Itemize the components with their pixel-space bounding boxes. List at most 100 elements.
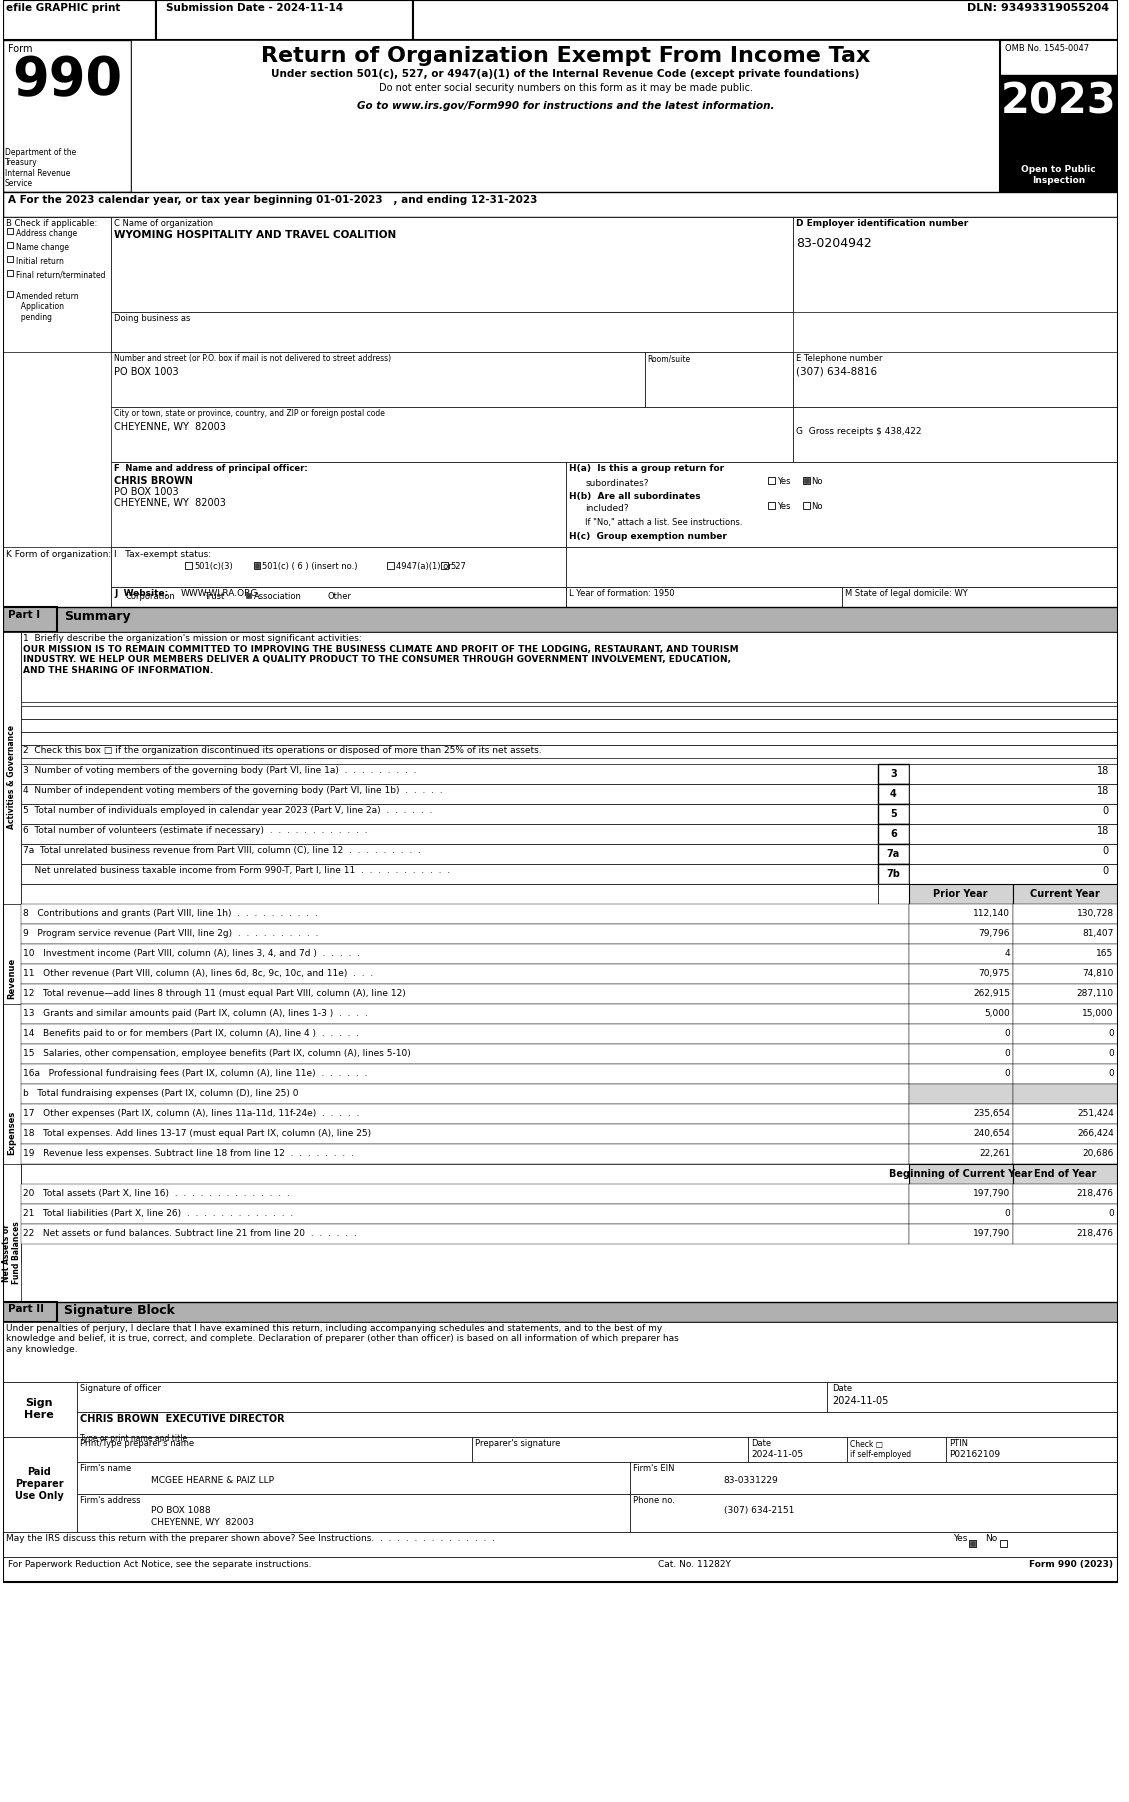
Text: 501(c)(3): 501(c)(3) [194,562,233,571]
Text: Beginning of Current Year: Beginning of Current Year [889,1169,1032,1179]
Text: Revenue: Revenue [7,957,16,998]
Text: Form 990 (2023): Form 990 (2023) [1029,1561,1113,1570]
Text: 501(c) ( 6 ) (insert no.): 501(c) ( 6 ) (insert no.) [262,562,358,571]
Bar [1013,1024,1118,1043]
Text: City or town, state or province, country, and ZIP or foreign postal code: City or town, state or province, country… [114,409,385,418]
Text: 6: 6 [890,829,896,840]
Bar [1013,964,1118,984]
Text: 83-0331229: 83-0331229 [724,1476,778,1485]
Bar [1013,1063,1118,1085]
Text: Sign
Here: Sign Here [25,1398,54,1420]
Bar [909,944,1013,964]
Bar [768,478,774,485]
Bar [803,478,809,485]
Text: CHEYENNE, WY  82003: CHEYENNE, WY 82003 [151,1517,254,1526]
Text: 0: 0 [1004,1209,1010,1218]
Bar [112,461,566,548]
Bar [112,587,566,607]
Bar [909,1063,1013,1085]
Text: No: No [812,478,823,487]
Text: Under section 501(c), 527, or 4947(a)(1) of the Internal Revenue Code (except pr: Under section 501(c), 527, or 4947(a)(1)… [271,68,860,79]
Bar [20,944,909,964]
Bar [1013,1085,1118,1105]
Bar [77,1494,630,1532]
Bar [909,1124,1013,1144]
Text: 8   Contributions and grants (Part VIII, line 1h)  .  .  .  .  .  .  .  .  .  .: 8 Contributions and grants (Part VIII, l… [24,908,318,917]
Text: Firm's EIN: Firm's EIN [632,1463,674,1472]
Text: 5,000: 5,000 [984,1009,1010,1018]
Text: 20,686: 20,686 [1083,1150,1113,1159]
Text: 0: 0 [1108,1069,1113,1078]
Bar [112,216,793,312]
Text: 70,975: 70,975 [979,969,1010,978]
Text: Open to Public
Inspection: Open to Public Inspection [1021,166,1095,184]
Text: J  Website:: J Website: [114,589,168,598]
Bar [1013,944,1118,964]
Bar [1013,1144,1118,1164]
Text: Activities & Governance: Activities & Governance [7,724,16,829]
Bar [2,1532,1118,1557]
Bar [877,804,909,824]
Text: F  Name and address of principal officer:: F Name and address of principal officer: [114,463,308,472]
Bar [566,548,1118,587]
Bar [77,1382,828,1413]
Text: 0: 0 [1103,805,1109,816]
Text: WWW.WLRA.ORG: WWW.WLRA.ORG [181,589,257,598]
Bar [1013,924,1118,944]
Bar [909,1144,1013,1164]
Text: E Telephone number: E Telephone number [796,353,882,362]
Bar [156,0,412,40]
Text: Go to www.irs.gov/Form990 for instructions and the latest information.: Go to www.irs.gov/Form990 for instructio… [357,101,774,112]
Text: 3  Number of voting members of the governing body (Part VI, line 1a)  .  .  .  .: 3 Number of voting members of the govern… [24,766,417,775]
Text: 9   Program service revenue (Part VIII, line 2g)  .  .  .  .  .  .  .  .  .  .: 9 Program service revenue (Part VIII, li… [24,930,318,939]
Bar [877,863,909,885]
Text: Return of Organization Exempt From Income Tax: Return of Organization Exempt From Incom… [261,47,870,67]
Bar [387,562,394,569]
Bar [909,784,1118,804]
Bar [749,1436,847,1461]
Text: 1  Briefly describe the organization's mission or most significant activities:: 1 Briefly describe the organization's mi… [24,634,362,643]
Text: subordinates?: subordinates? [585,479,649,488]
Text: WYOMING HOSPITALITY AND TRAVEL COALITION: WYOMING HOSPITALITY AND TRAVEL COALITION [114,231,396,240]
Bar [20,1024,909,1043]
Bar [20,1204,909,1224]
Bar [77,1436,472,1461]
Bar [1013,905,1118,924]
Bar [2,633,20,923]
Bar [20,1184,909,1204]
Text: H(b)  Are all subordinates: H(b) Are all subordinates [569,492,700,501]
Text: 18: 18 [1096,766,1109,777]
Text: 527: 527 [450,562,466,571]
Text: 262,915: 262,915 [973,989,1010,998]
Text: C Name of organization: C Name of organization [114,220,213,229]
Text: 12   Total revenue—add lines 8 through 11 (must equal Part VIII, column (A), lin: 12 Total revenue—add lines 8 through 11 … [24,989,406,998]
Bar [909,764,1118,784]
Text: Firm's name: Firm's name [80,1463,131,1472]
Bar [195,593,202,598]
Text: CHEYENNE, WY  82003: CHEYENNE, WY 82003 [114,422,226,432]
Text: 235,654: 235,654 [973,1108,1010,1117]
Text: 251,424: 251,424 [1077,1108,1113,1117]
Text: P02162109: P02162109 [948,1451,1000,1460]
Bar [116,593,123,598]
Text: if self-employed: if self-employed [850,1451,911,1460]
Text: Trust: Trust [204,593,225,602]
Bar [2,1303,58,1323]
Bar [847,1436,946,1461]
Text: 5  Total number of individuals employed in calendar year 2023 (Part V, line 2a) : 5 Total number of individuals employed i… [24,805,432,815]
Bar [1013,1043,1118,1063]
Bar [842,587,1118,607]
Text: 0: 0 [1004,1069,1010,1078]
Text: 266,424: 266,424 [1077,1130,1113,1139]
Bar [1013,1105,1118,1124]
Text: Form: Form [8,43,32,54]
Text: 990: 990 [12,54,123,106]
Text: CHRIS BROWN  EXECUTIVE DIRECTOR: CHRIS BROWN EXECUTIVE DIRECTOR [80,1415,285,1424]
Text: 0: 0 [1103,845,1109,856]
Text: (307) 634-2151: (307) 634-2151 [724,1506,794,1515]
Text: 130,728: 130,728 [1077,908,1113,917]
Bar [20,1105,909,1124]
Bar [768,503,774,508]
Bar [1000,76,1118,157]
Text: 10   Investment income (Part VIII, column (A), lines 3, 4, and 7d )  .  .  .  . : 10 Investment income (Part VIII, column … [24,950,360,959]
